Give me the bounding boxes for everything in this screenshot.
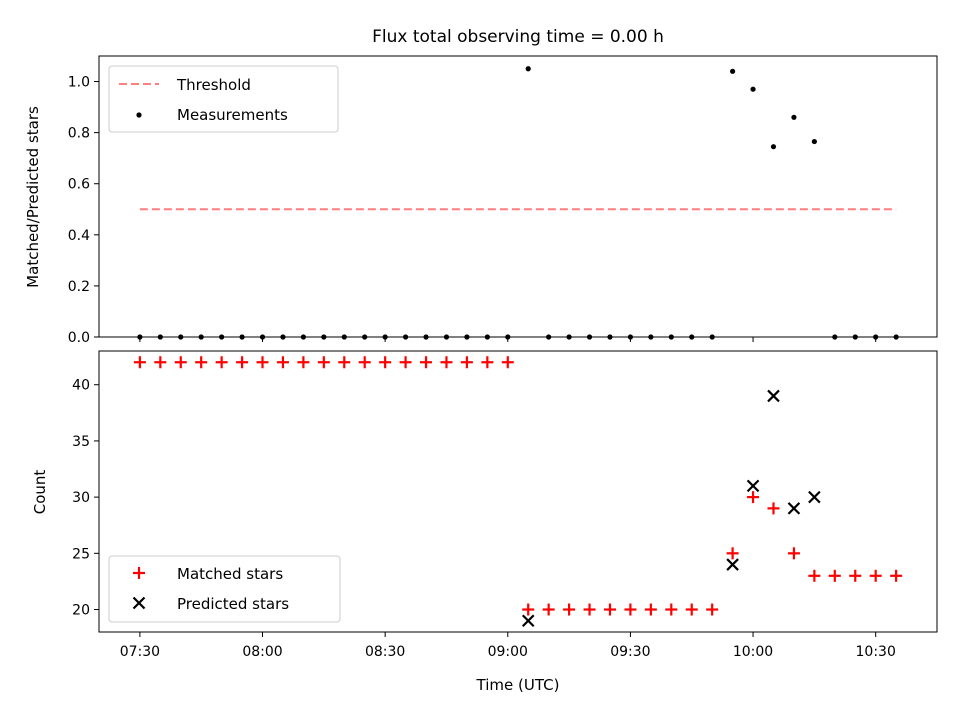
top-y-tick-label: 1.0 [68,75,90,91]
predicted-star-point [521,614,535,628]
matched-star-point [358,356,371,369]
measurement-point [730,68,736,74]
matched-star-point [665,603,678,616]
matched-star-point [338,356,351,369]
bottom-axes-frame [98,350,938,633]
top-y-tick-label: 0.8 [68,126,90,142]
measurement-point [750,86,756,92]
matched-star-point [787,547,800,560]
matched-star-point [133,356,146,369]
predicted-star-point [746,479,760,493]
predicted-star-point [787,502,801,515]
legend-threshold-label: Threshold [176,76,251,94]
bottom-y-tick-label: 30 [72,490,90,506]
matched-star-point [256,356,269,369]
matched-star-point [726,547,739,560]
chart-title: Flux total observing time = 0.00 h [372,27,664,47]
x-tick-label: 07:30 [120,644,160,660]
predicted-star-point [808,490,821,504]
matched-star-point [399,356,412,369]
x-tick-label: 08:00 [242,644,282,660]
bottom-panel: 20 25 30 35 40 07:30 08:00 08:30 09:00 09:30 10:00… [31,350,938,694]
x-tick-label: 09:30 [610,644,650,660]
top-y-tick-label: 0.4 [68,228,90,244]
matched-star-point [747,491,760,504]
bottom-y-tick-label: 35 [72,434,90,450]
matched-star-point [685,603,698,616]
bottom-legend: Matched stars Predicted stars [108,555,341,623]
measurement-point [525,66,531,72]
measurement-point [791,114,797,120]
matched-star-point [849,569,862,582]
measurement-point [811,138,817,145]
matched-star-point [460,356,473,369]
predicted-star-point [767,389,780,403]
matched-star-point [522,603,535,616]
legend-matched-label: Matched stars [177,565,283,583]
matched-star-point [154,356,167,369]
matched-star-point [644,603,657,616]
measurement-points [137,66,899,340]
matched-star-point [215,356,228,369]
bottom-y-tick-label: 40 [72,378,90,394]
x-tick-label: 10:30 [856,644,896,660]
matched-star-point [174,356,187,369]
x-axis-label: Time (UTC) [476,676,560,694]
x-tick-label: 10:00 [733,644,773,660]
matched-star-point [624,603,637,616]
top-axes-frame [98,55,938,338]
bottom-y-tick-label: 25 [72,546,90,562]
top-legend: Threshold Measurements [108,65,339,133]
matched-star-point [828,569,841,582]
matched-star-point [501,356,514,369]
top-y-axis-label: Matched/Predicted stars [24,106,42,288]
top-ticks: 0.0 0.2 0.4 0.6 0.8 1.0 [68,75,877,346]
legend-predicted-marker [132,596,146,610]
matched-star-point [297,356,310,369]
bottom-y-axis-label: Count [31,470,49,515]
matched-star-point [583,603,596,616]
matched-star-point [603,603,616,616]
bottom-legend-box [108,555,341,623]
top-y-tick-label: 0.6 [68,177,90,193]
top-legend-box [108,65,339,133]
matched-star-point [379,356,392,369]
matched-star-point [276,356,289,369]
matched-star-point [481,356,494,369]
matched-star-point [808,569,821,582]
legend-measurements-label: Measurements [177,106,288,124]
matched-star-point [420,356,433,369]
top-panel: Flux total observing time = 0.00 h 0.00.… [24,27,938,346]
x-tick-label: 09:00 [488,644,528,660]
legend-matched-swatch [133,567,145,579]
matched-star-point [706,603,719,616]
top-y-tick-label: 0.0 [68,330,90,346]
matched-star-point [869,569,882,582]
predicted-star-point [726,558,739,571]
legend-predicted-label: Predicted stars [177,595,289,613]
matched-star-point [542,603,555,616]
legend-matched-marker [133,567,145,579]
matched-star-point [317,356,330,369]
bottom-y-tick-label: 20 [72,603,90,619]
predicted-stars-points [521,389,821,628]
matched-star-point [767,502,780,515]
measurement-point [770,144,777,150]
matched-star-point [440,356,453,369]
top-y-tick-label: 0.2 [68,279,90,295]
matched-star-point [890,569,903,582]
bottom-ticks: 20 25 30 35 40 07:30 08:00 08:30 09:00 09:30 10:00… [72,378,896,660]
matched-star-point [563,603,576,616]
x-tick-label: 08:30 [365,644,405,660]
matched-stars-points [133,356,903,616]
legend-measurements-swatch [136,112,142,118]
legend-predicted-swatch [132,596,146,610]
matched-star-point [195,356,208,369]
matched-star-point [236,356,249,369]
